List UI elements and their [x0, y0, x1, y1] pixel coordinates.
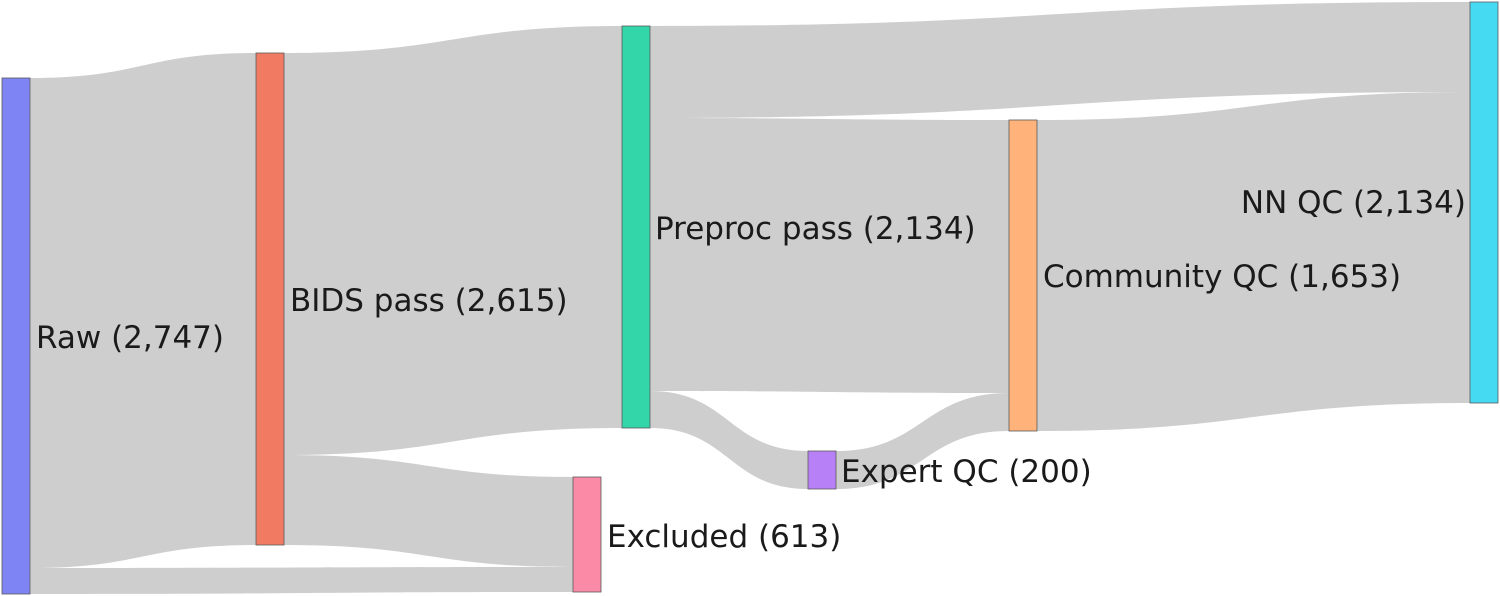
label-nn-qc: NN QC (2,134) [1241, 185, 1466, 221]
link-preproc-to-community [650, 118, 1009, 393]
link-preproc-to-expert [650, 391, 808, 489]
label-excluded: Excluded (613) [607, 519, 841, 555]
link-bids-to-preproc [284, 26, 622, 455]
node-excluded [572, 476, 602, 593]
sankey-links [30, 2, 1470, 594]
link-preproc-to-nn [650, 2, 1470, 118]
label-preproc-pass: Preproc pass (2,134) [655, 211, 976, 247]
node-raw [1, 77, 31, 595]
label-raw: Raw (2,747) [36, 320, 224, 356]
node-expert-qc [807, 450, 837, 490]
label-expert-qc: Expert QC (200) [841, 454, 1092, 490]
link-bids-to-excluded [284, 455, 573, 567]
node-community-qc [1008, 119, 1038, 432]
label-bids-pass: BIDS pass (2,615) [290, 283, 568, 319]
node-preproc-pass [621, 25, 651, 429]
link-raw-to-excluded [30, 567, 573, 594]
link-expert-to-community [836, 393, 1009, 489]
link-community-to-nn [1037, 92, 1470, 431]
link-raw-to-bids [30, 53, 256, 568]
label-community-qc: Community QC (1,653) [1043, 259, 1401, 295]
node-bids-pass [255, 52, 285, 546]
sankey-labels: Raw (2,747) BIDS pass (2,615) Preproc pa… [36, 185, 1466, 555]
node-nn-qc [1469, 1, 1499, 404]
